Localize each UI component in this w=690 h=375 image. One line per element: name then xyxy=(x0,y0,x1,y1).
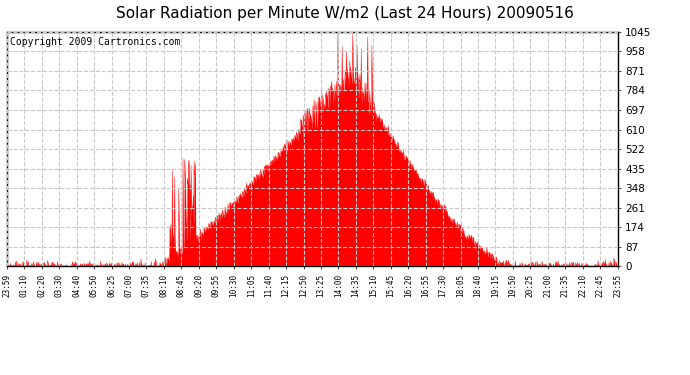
Text: Copyright 2009 Cartronics.com: Copyright 2009 Cartronics.com xyxy=(10,37,180,46)
Text: Solar Radiation per Minute W/m2 (Last 24 Hours) 20090516: Solar Radiation per Minute W/m2 (Last 24… xyxy=(116,6,574,21)
